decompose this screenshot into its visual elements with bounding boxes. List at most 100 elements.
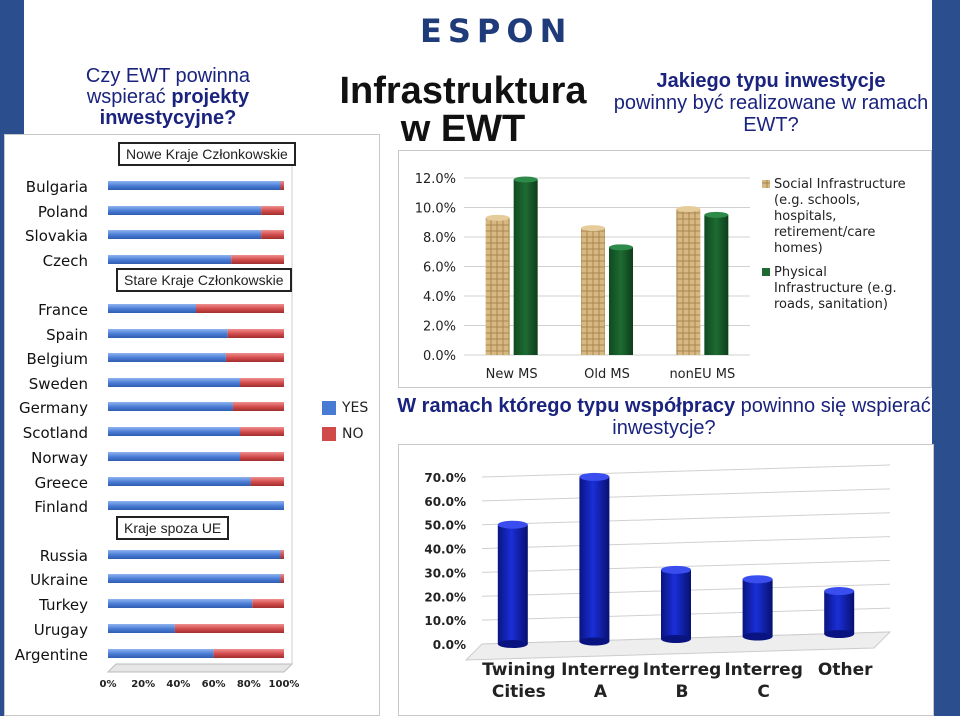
legend-yes-label: YES <box>342 400 369 416</box>
group-label-new-members: Nowe Kraje Członkowskie <box>118 142 296 166</box>
country-label: Spain <box>46 326 88 344</box>
legend-physical-swatch <box>762 268 770 276</box>
x-tick-label: 40% <box>166 679 190 690</box>
bar-yes <box>108 550 281 559</box>
y-tick-label: 50.0% <box>424 519 466 533</box>
legend-social-label: Social Infrastructure <box>774 177 906 192</box>
x-tick-label: 80% <box>237 679 261 690</box>
y-tick-label: 2.0% <box>423 320 456 335</box>
left-title-line2: wspierać <box>86 86 172 108</box>
bar-cylinder-base <box>661 635 691 643</box>
legend-physical-label: Infrastructure (e.g. <box>774 281 897 296</box>
bar-no <box>213 649 284 658</box>
country-label: Finland <box>34 498 88 516</box>
country-label: Ukraine <box>30 571 88 589</box>
country-label: Norway <box>31 449 88 467</box>
legend-social-label: (e.g. schools, <box>774 193 860 208</box>
category-label-line2: A <box>594 682 608 702</box>
cooperation-type-chart: 0.0% 10.0% 20.0% 30.0% 40.0% 50.0% 60.0% 70.0% T… <box>424 464 892 702</box>
bar-yes <box>108 329 228 338</box>
bar-cylinder-top <box>824 587 855 596</box>
gridline <box>481 536 891 550</box>
bar-yes <box>108 599 253 608</box>
bar-no <box>240 427 284 436</box>
bar-yes <box>108 378 240 387</box>
bar-yes <box>108 206 262 215</box>
bar-social-top <box>581 225 605 232</box>
yes-no-legend: YES NO <box>322 400 368 442</box>
bar-social <box>485 217 510 355</box>
category-label: Other <box>818 660 873 680</box>
country-label: Poland <box>38 203 88 221</box>
country-label: Turkey <box>38 596 88 614</box>
bar-physical <box>704 214 729 355</box>
right-title-rest: powinny być realizowane w ramach EWT? <box>613 92 929 136</box>
bar-physical <box>513 179 538 355</box>
category-label: Interreg <box>643 660 722 680</box>
chart-floor <box>106 663 294 673</box>
bar-social-top <box>676 205 701 212</box>
bar-physical <box>609 247 633 355</box>
bar-cylinder-top <box>579 472 610 481</box>
bar-no <box>231 255 284 264</box>
category-label-line2: B <box>676 682 689 702</box>
bar-cylinder-base <box>824 630 855 638</box>
espon-logo: ESPON <box>420 12 566 58</box>
bar-yes <box>108 427 240 436</box>
bar-no <box>232 402 284 411</box>
category-label: nonEU MS <box>669 367 735 382</box>
right-title-bold: Jakiego typu inwestycje <box>656 70 886 92</box>
legend-no-label: NO <box>342 426 364 442</box>
y-tick-label: 10.0% <box>415 202 456 217</box>
bar-physical-top <box>609 244 633 251</box>
gridline <box>481 488 891 502</box>
country-label: Sweden <box>29 375 88 393</box>
bar-no <box>225 353 284 362</box>
group-label-old-members: Stare Kraje Członkowskie <box>116 268 292 292</box>
bar-social-top <box>485 214 510 221</box>
bar-cylinder <box>497 524 528 644</box>
country-label: Germany <box>19 399 88 417</box>
investment-type-title: Jakiego typu inwestycje powinny być real… <box>610 70 932 136</box>
bar-physical-top <box>704 211 729 218</box>
x-tick-label: 0% <box>100 679 117 690</box>
group-label-non-eu: Kraje spoza UE <box>116 516 230 540</box>
right-blue-strip <box>932 0 960 716</box>
bar-yes <box>108 353 226 362</box>
bar-yes <box>108 230 262 239</box>
bar-no <box>280 181 284 190</box>
legend-social-label: hospitals, <box>774 209 836 224</box>
country-label: France <box>38 301 88 319</box>
legend-physical-label: roads, sanitation) <box>774 297 888 312</box>
bar-cylinder <box>824 591 855 634</box>
legend-physical-label: Physical <box>774 265 827 280</box>
legend-social-swatch <box>762 180 770 188</box>
country-label: Belgium <box>27 350 89 368</box>
bar-yes <box>108 477 251 486</box>
bar-cylinder-base <box>742 632 773 641</box>
country-support-chart: Bulgaria Poland Slovakia Czech France Spain Be… <box>15 164 299 690</box>
country-label: Slovakia <box>25 227 88 245</box>
mid-title-line2: w EWT <box>400 108 526 150</box>
y-tick-label: 40.0% <box>424 543 466 557</box>
bar-cylinder-base <box>497 640 528 648</box>
category-label-line2: C <box>757 682 769 702</box>
bar-no <box>261 230 284 239</box>
y-tick-label: 70.0% <box>424 471 466 485</box>
gridline <box>481 559 891 573</box>
country-label: Scotland <box>23 424 88 442</box>
x-tick-label: 20% <box>131 679 155 690</box>
y-tick-label: 0.0% <box>423 349 456 364</box>
bottom-title-rest: powinno się wspierać inwestycje? <box>612 395 931 439</box>
bar-no <box>240 378 284 387</box>
bar-cylinder <box>742 579 773 637</box>
bar-no <box>227 329 284 338</box>
infrastructure-title: Infrastruktura w EWT <box>318 72 608 148</box>
bar-yes <box>108 501 284 510</box>
y-tick-label: 10.0% <box>424 614 466 628</box>
legend-yes-swatch <box>322 401 336 415</box>
country-label: Russia <box>40 547 88 565</box>
legend-no-swatch <box>322 427 336 441</box>
category-label: New MS <box>486 367 538 382</box>
bar-social <box>581 228 605 355</box>
